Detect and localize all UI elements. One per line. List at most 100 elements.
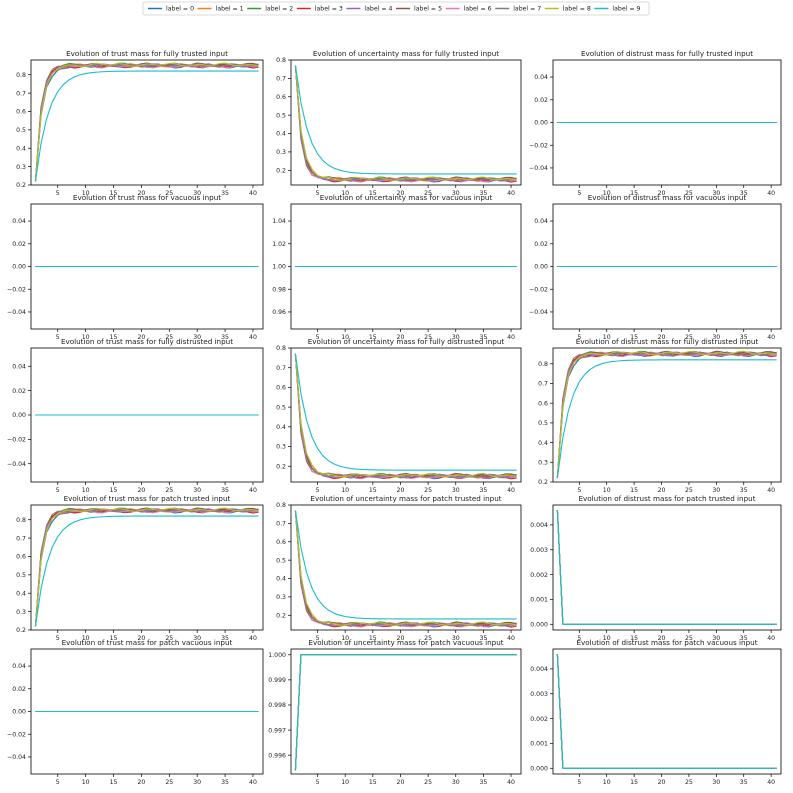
x-tick-label: 15 bbox=[110, 779, 118, 786]
x-tick-label: 20 bbox=[397, 487, 405, 494]
y-tick-label: 0.04 bbox=[12, 218, 26, 225]
x-tick-label: 5 bbox=[577, 779, 581, 786]
legend-label: label = 8 bbox=[563, 6, 591, 13]
subplot-title: Evolution of uncertainty mass for vacuou… bbox=[320, 193, 493, 202]
series-line-label-2 bbox=[294, 353, 517, 478]
x-tick-label: 20 bbox=[397, 334, 405, 341]
x-tick-label: 20 bbox=[658, 487, 666, 494]
series-line-label-0 bbox=[556, 352, 777, 479]
legend-entry: label = 2 bbox=[247, 6, 293, 13]
y-tick-label: 0.3 bbox=[16, 609, 26, 616]
x-tick-label: 15 bbox=[110, 190, 118, 197]
y-tick-label: 0.6 bbox=[276, 94, 286, 101]
y-tick-label: 0.00 bbox=[12, 709, 26, 716]
series-line-label-9 bbox=[34, 70, 259, 182]
x-tick-label: 40 bbox=[507, 487, 515, 494]
series-line-label-7 bbox=[294, 510, 517, 627]
legend-label: label = 6 bbox=[464, 6, 492, 13]
x-tick-label: 5 bbox=[56, 487, 60, 494]
x-tick-label: 20 bbox=[137, 487, 145, 494]
series-line-label-6 bbox=[556, 352, 777, 479]
legend-label: label = 5 bbox=[414, 6, 442, 13]
y-tick-label: 0.004 bbox=[530, 522, 548, 529]
axes-frame bbox=[552, 347, 782, 483]
y-tick-label: 0.4 bbox=[276, 131, 286, 138]
series-line-label-2 bbox=[34, 507, 259, 627]
x-tick-label: 30 bbox=[452, 190, 460, 197]
axes-frame bbox=[30, 504, 264, 631]
series-group bbox=[294, 510, 517, 628]
y-tick-label: −0.04 bbox=[7, 309, 26, 316]
x-tick-label: 10 bbox=[341, 190, 349, 197]
y-tick-label: 0.996 bbox=[268, 752, 286, 759]
series-line-label-7 bbox=[34, 508, 259, 627]
y-tick-label: 0.6 bbox=[276, 539, 286, 546]
x-tick-label: 5 bbox=[577, 334, 581, 341]
axes-frame bbox=[30, 59, 264, 186]
x-tick-label: 25 bbox=[424, 779, 432, 786]
series-line-label-8 bbox=[294, 65, 517, 182]
y-tick-label: 0.3 bbox=[276, 149, 286, 156]
series-line-label-1 bbox=[556, 653, 777, 769]
x-tick-label: 15 bbox=[630, 779, 638, 786]
y-tick-label: 0.2 bbox=[538, 479, 548, 486]
axes-frame bbox=[290, 347, 522, 483]
x-tick-label: 15 bbox=[630, 487, 638, 494]
y-tick-label: 0.4 bbox=[16, 145, 26, 152]
y-tick-label: 0.5 bbox=[16, 127, 26, 134]
series-line-label-1 bbox=[294, 65, 517, 182]
y-tick-label: 0.000 bbox=[530, 765, 548, 772]
x-tick-label: 10 bbox=[341, 779, 349, 786]
series-line-label-7 bbox=[556, 351, 777, 479]
y-tick-label: 0.002 bbox=[530, 716, 548, 723]
subplot: Evolution of trust mass for fully distru… bbox=[7, 337, 264, 494]
series-line-label-8 bbox=[556, 653, 777, 769]
series-line-label-2 bbox=[294, 510, 517, 626]
series-line-label-4 bbox=[294, 65, 517, 182]
series-line-label-5 bbox=[294, 654, 517, 771]
x-tick-label: 30 bbox=[712, 487, 720, 494]
y-tick-label: 0.04 bbox=[534, 74, 548, 81]
subplot-title: Evolution of trust mass for patch truste… bbox=[64, 494, 231, 503]
series-line-label-0 bbox=[294, 654, 517, 771]
legend-entry: label = 6 bbox=[445, 6, 492, 13]
subplot-title: Evolution of uncertainty mass for patch … bbox=[308, 638, 503, 647]
y-tick-label: 0.00 bbox=[534, 120, 548, 127]
series-line-label-9 bbox=[294, 510, 517, 620]
series-line-label-3 bbox=[556, 352, 777, 479]
series-line-label-3 bbox=[556, 653, 777, 769]
series-line-label-6 bbox=[556, 653, 777, 769]
x-tick-label: 10 bbox=[603, 487, 611, 494]
x-tick-label: 35 bbox=[221, 334, 229, 341]
x-tick-label: 30 bbox=[712, 190, 720, 197]
legend-entry: label = 9 bbox=[594, 6, 640, 13]
x-tick-label: 15 bbox=[369, 635, 377, 642]
series-line-label-0 bbox=[34, 509, 259, 627]
y-tick-label: 0.7 bbox=[276, 365, 286, 372]
x-tick-label: 30 bbox=[452, 334, 460, 341]
x-tick-label: 25 bbox=[424, 334, 432, 341]
series-line-label-6 bbox=[556, 509, 777, 625]
x-tick-label: 25 bbox=[165, 635, 173, 642]
x-tick-label: 35 bbox=[221, 487, 229, 494]
series-line-label-8 bbox=[294, 510, 517, 627]
series-line-label-7 bbox=[34, 63, 259, 182]
x-tick-label: 40 bbox=[249, 334, 257, 341]
legend-entry: label = 7 bbox=[495, 6, 541, 13]
y-tick-label: 0.000 bbox=[530, 621, 548, 628]
legend-entry: label = 3 bbox=[296, 6, 343, 13]
y-tick-label: 0.7 bbox=[16, 535, 26, 542]
subplot-title: Evolution of trust mass for fully truste… bbox=[66, 49, 228, 58]
series-group bbox=[556, 350, 777, 479]
x-tick-label: 20 bbox=[137, 779, 145, 786]
x-tick-label: 15 bbox=[369, 779, 377, 786]
x-tick-label: 40 bbox=[767, 190, 775, 197]
y-tick-label: 0.002 bbox=[530, 572, 548, 579]
y-tick-label: 0.4 bbox=[276, 576, 286, 583]
x-tick-label: 15 bbox=[110, 487, 118, 494]
series-line-label-1 bbox=[294, 353, 517, 479]
y-tick-label: 0.6 bbox=[16, 554, 26, 561]
y-tick-label: 0.999 bbox=[268, 677, 286, 684]
x-tick-label: 10 bbox=[341, 487, 349, 494]
y-tick-label: 0.7 bbox=[276, 76, 286, 83]
